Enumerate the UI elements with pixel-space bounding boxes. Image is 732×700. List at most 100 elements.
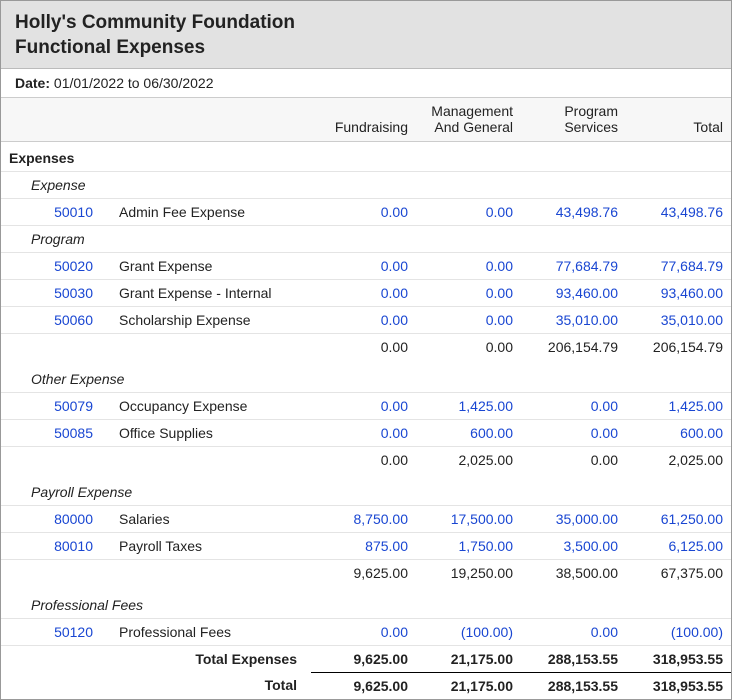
col-mgmt-general: Management And General [416,98,521,141]
cell-program[interactable]: 0.00 [521,618,626,645]
grand-total-fundraising: 9,625.00 [311,672,416,699]
account-row: 50085Office Supplies0.00600.000.00600.00 [1,419,731,446]
grand-total-total: 318,953.55 [626,672,731,699]
report-header: Holly's Community Foundation Functional … [1,1,731,69]
cell-total[interactable]: 77,684.79 [626,252,731,279]
grand-total-label: Total [111,672,311,699]
subtotal-fundraising: 9,625.00 [311,559,416,586]
group-row: Expense [1,171,731,198]
account-row: 50079Occupancy Expense0.001,425.000.001,… [1,392,731,419]
cell-fundraising[interactable]: 0.00 [311,306,416,333]
group-row: Program [1,225,731,252]
cell-fundraising[interactable]: 0.00 [311,252,416,279]
functional-expenses-report: Holly's Community Foundation Functional … [0,0,732,700]
cell-total[interactable]: 61,250.00 [626,505,731,532]
cell-fundraising[interactable]: 0.00 [311,198,416,225]
account-code[interactable]: 50079 [1,392,111,419]
date-label: Date: [15,75,50,91]
cell-total[interactable]: 93,460.00 [626,279,731,306]
group-subtotal-row: 0.002,025.000.002,025.00 [1,446,731,473]
subtotal-program: 206,154.79 [521,333,626,360]
cell-fundraising[interactable]: 0.00 [311,618,416,645]
column-header-row: Fundraising Management And General Progr… [1,98,731,141]
total-expenses-program: 288,153.55 [521,645,626,672]
group-label: Program [1,225,731,252]
account-name: Grant Expense [111,252,311,279]
account-code[interactable]: 50010 [1,198,111,225]
cell-mgmt[interactable]: 1,750.00 [416,532,521,559]
account-code[interactable]: 50060 [1,306,111,333]
section-expenses: Expenses [1,141,731,171]
account-name: Scholarship Expense [111,306,311,333]
subtotal-total: 206,154.79 [626,333,731,360]
account-code[interactable]: 80000 [1,505,111,532]
cell-total[interactable]: 43,498.76 [626,198,731,225]
total-expenses-row: Total Expenses9,625.0021,175.00288,153.5… [1,645,731,672]
total-expenses-total: 318,953.55 [626,645,731,672]
cell-program[interactable]: 35,000.00 [521,505,626,532]
cell-total[interactable]: 35,010.00 [626,306,731,333]
cell-mgmt[interactable]: (100.00) [416,618,521,645]
cell-mgmt[interactable]: 0.00 [416,252,521,279]
cell-total[interactable]: 6,125.00 [626,532,731,559]
group-label: Professional Fees [1,592,731,619]
col-fundraising: Fundraising [311,98,416,141]
cell-total[interactable]: 600.00 [626,419,731,446]
account-row: 50120Professional Fees0.00(100.00)0.00(1… [1,618,731,645]
account-code[interactable]: 80010 [1,532,111,559]
cell-fundraising[interactable]: 875.00 [311,532,416,559]
col-program-services: Program Services [521,98,626,141]
cell-program[interactable]: 93,460.00 [521,279,626,306]
account-code[interactable]: 50120 [1,618,111,645]
cell-program[interactable]: 3,500.00 [521,532,626,559]
cell-fundraising[interactable]: 0.00 [311,279,416,306]
cell-mgmt[interactable]: 600.00 [416,419,521,446]
account-code[interactable]: 50085 [1,419,111,446]
account-name: Salaries [111,505,311,532]
cell-program[interactable]: 0.00 [521,419,626,446]
cell-total[interactable]: (100.00) [626,618,731,645]
cell-program[interactable]: 43,498.76 [521,198,626,225]
cell-mgmt[interactable]: 1,425.00 [416,392,521,419]
cell-mgmt[interactable]: 0.00 [416,198,521,225]
group-row: Payroll Expense [1,479,731,506]
cell-fundraising[interactable]: 0.00 [311,392,416,419]
account-name: Payroll Taxes [111,532,311,559]
account-row: 50060Scholarship Expense0.000.0035,010.0… [1,306,731,333]
cell-fundraising[interactable]: 8,750.00 [311,505,416,532]
cell-program[interactable]: 77,684.79 [521,252,626,279]
grand-total-program: 288,153.55 [521,672,626,699]
cell-program[interactable]: 0.00 [521,392,626,419]
account-row: 50010Admin Fee Expense0.000.0043,498.764… [1,198,731,225]
group-label: Other Expense [1,366,731,393]
account-name: Office Supplies [111,419,311,446]
account-row: 80010Payroll Taxes875.001,750.003,500.00… [1,532,731,559]
account-code[interactable]: 50020 [1,252,111,279]
expenses-table: Fundraising Management And General Progr… [1,97,731,698]
report-title: Functional Expenses [15,36,717,61]
cell-program[interactable]: 35,010.00 [521,306,626,333]
group-row: Other Expense [1,366,731,393]
cell-fundraising[interactable]: 0.00 [311,419,416,446]
org-title: Holly's Community Foundation [15,11,717,36]
grand-total-mgmt: 21,175.00 [416,672,521,699]
account-name: Occupancy Expense [111,392,311,419]
total-expenses-mgmt: 21,175.00 [416,645,521,672]
group-label: Payroll Expense [1,479,731,506]
account-name: Grant Expense - Internal [111,279,311,306]
account-code[interactable]: 50030 [1,279,111,306]
group-label: Expense [1,171,731,198]
account-name: Professional Fees [111,618,311,645]
section-row: Expenses [1,141,731,171]
account-row: 80000Salaries8,750.0017,500.0035,000.006… [1,505,731,532]
group-row: Professional Fees [1,592,731,619]
subtotal-program: 38,500.00 [521,559,626,586]
cell-mgmt[interactable]: 0.00 [416,279,521,306]
cell-total[interactable]: 1,425.00 [626,392,731,419]
subtotal-mgmt: 19,250.00 [416,559,521,586]
date-range-value: 01/01/2022 to 06/30/2022 [54,75,214,91]
group-subtotal-row: 9,625.0019,250.0038,500.0067,375.00 [1,559,731,586]
subtotal-program: 0.00 [521,446,626,473]
cell-mgmt[interactable]: 17,500.00 [416,505,521,532]
cell-mgmt[interactable]: 0.00 [416,306,521,333]
